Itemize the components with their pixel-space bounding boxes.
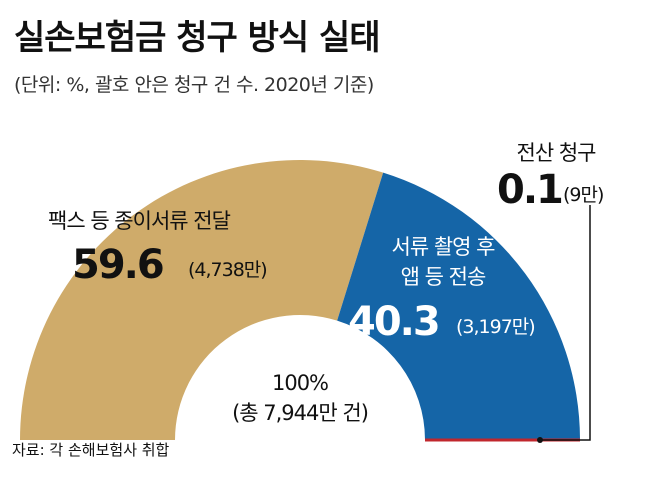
slice-2 (337, 172, 580, 440)
total-label: 100% (272, 371, 328, 395)
slice-1-count-label: (4,738만) (188, 259, 267, 281)
slice-3-leader (540, 205, 591, 441)
chart-title: 실손보험금 청구 방식 실태 (14, 18, 381, 58)
slice-1 (20, 160, 384, 441)
slice-1-value-label: 59.6 (72, 242, 163, 288)
slice-3-label: 전산 청구 (517, 141, 597, 165)
slice-2-label-line1: 서류 촬영 후 (392, 235, 496, 259)
slice-3-value-label: 0.1 (497, 167, 562, 213)
slice-2-label-line2: 앱 등 전송 (401, 265, 486, 289)
total-note: (총 7,944만 건) (232, 401, 368, 425)
slice-1-label: 팩스 등 종이서류 전달 (48, 209, 231, 233)
slice-3-leader-dot (537, 437, 543, 443)
source-note: 자료: 각 손해보험사 취합 (12, 441, 170, 459)
chart-subtitle: (단위: %, 괄호 안은 청구 건 수. 2020년 기준) (14, 74, 374, 96)
slice-2-count-label: (3,197만) (456, 316, 535, 338)
slice-2-value-label: 40.3 (348, 299, 439, 345)
slice-3-count-label: (9만) (563, 184, 603, 206)
